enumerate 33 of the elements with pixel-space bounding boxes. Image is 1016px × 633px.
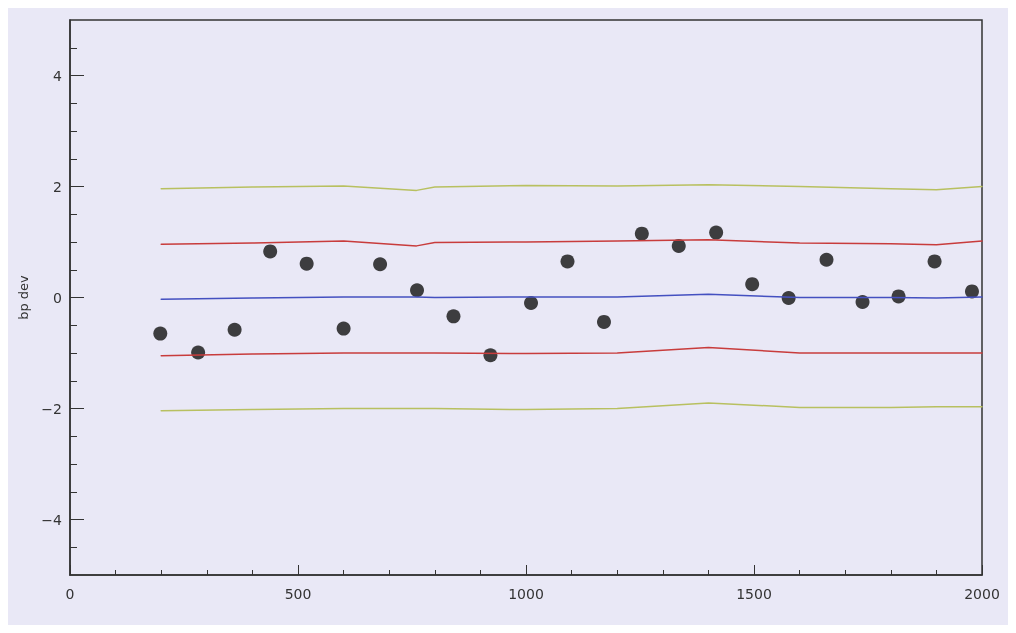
point <box>336 321 351 336</box>
point <box>709 225 724 240</box>
point <box>819 252 834 267</box>
point <box>483 348 498 363</box>
point <box>927 254 942 269</box>
point <box>299 256 314 271</box>
y-tick-label: −2 <box>41 400 62 417</box>
x-tick-label: 2000 <box>964 586 1000 602</box>
point <box>855 294 870 309</box>
point <box>410 283 425 298</box>
point <box>671 238 686 253</box>
line-series <box>160 346 983 357</box>
point <box>446 309 461 324</box>
y-tick-label: −4 <box>41 511 63 528</box>
point <box>263 244 278 259</box>
y-tick-label: 0 <box>53 289 62 306</box>
point <box>227 322 242 337</box>
point <box>634 226 649 241</box>
y-tick-label: 4 <box>53 67 63 84</box>
x-tick-label: 1500 <box>736 586 772 602</box>
x-tick-label: 0 <box>65 586 75 602</box>
point <box>153 326 168 341</box>
point <box>373 257 388 272</box>
y-axis-title: bp dev <box>16 274 31 320</box>
y-tick-label: 2 <box>53 178 62 195</box>
x-tick-label: 500 <box>284 586 312 602</box>
x-tick-label: 1000 <box>508 586 544 602</box>
point <box>596 314 611 329</box>
point <box>560 254 575 269</box>
point <box>524 296 539 311</box>
point <box>964 284 979 299</box>
point <box>745 277 760 292</box>
line-series <box>160 402 983 412</box>
